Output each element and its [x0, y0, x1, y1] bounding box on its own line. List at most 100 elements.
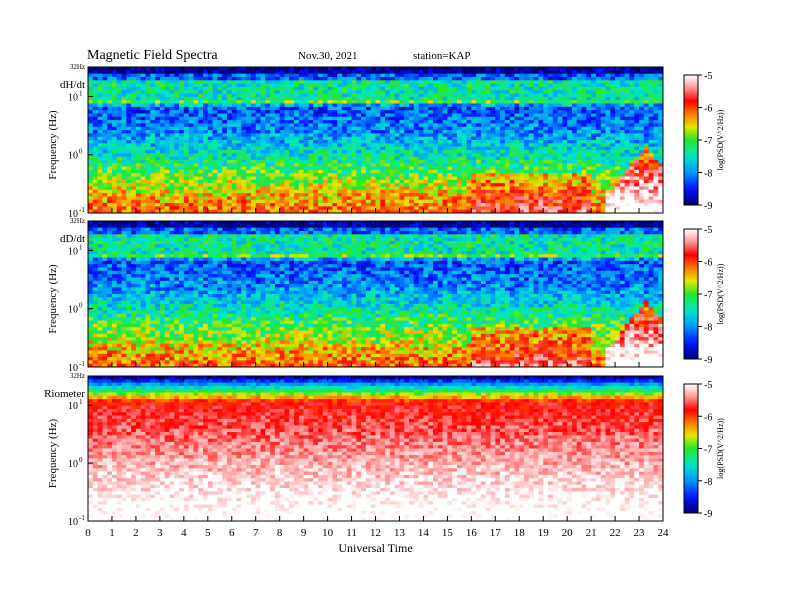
spectrogram-cell	[284, 73, 290, 78]
spectrogram-cell	[111, 153, 118, 157]
spectrogram-cell	[591, 93, 597, 98]
spectrogram-cell	[380, 123, 386, 128]
spectrogram-cell	[193, 126, 199, 131]
spectrogram-cell	[260, 136, 266, 141]
spectrogram-cell	[389, 173, 396, 177]
spectrogram-cell	[557, 143, 563, 148]
spectrogram-cell	[346, 133, 352, 138]
spectrogram-cell	[500, 159, 506, 164]
spectrogram-cell	[524, 67, 530, 71]
spectrogram-cell	[131, 143, 137, 148]
spectrogram-cell	[514, 149, 520, 154]
spectrogram-cell	[236, 93, 242, 98]
spectrogram-cell	[490, 67, 496, 71]
spectrogram-cell	[452, 126, 458, 131]
spectrogram-cell	[389, 169, 396, 174]
spectrogram-cell	[279, 93, 285, 98]
spectrogram-cell	[135, 183, 142, 187]
spectrogram-cell	[318, 123, 324, 128]
spectrogram-cell	[370, 83, 376, 88]
spectrogram-cell	[164, 196, 170, 201]
spectrogram-cell	[528, 159, 535, 164]
spectrogram-cell	[231, 143, 237, 148]
spectrogram-cell	[586, 163, 592, 167]
spectrogram-cell	[361, 96, 367, 101]
spectrogram-cell	[548, 67, 554, 71]
spectrogram-cell	[548, 76, 554, 81]
spectrogram-cell	[504, 120, 511, 124]
spectrogram-cell	[255, 126, 261, 131]
spectrogram-cell	[600, 169, 606, 174]
spectrogram-cell	[586, 86, 592, 91]
spectrogram-cell	[255, 133, 261, 138]
spectrogram-cell	[246, 193, 252, 197]
spectrogram-cell	[131, 153, 137, 157]
spectrogram-cell	[495, 206, 501, 211]
spectrogram-cell	[107, 103, 113, 108]
spectrogram-cell	[476, 90, 482, 94]
spectrogram-cell	[140, 103, 146, 108]
spectrogram-cell	[437, 106, 443, 111]
spectrogram-cell	[294, 189, 300, 194]
spectrogram-cell	[318, 80, 324, 84]
spectrogram-cell	[528, 206, 535, 211]
spectrogram-cell	[514, 153, 520, 157]
spectrogram-cell	[260, 126, 266, 131]
spectrogram-cell	[92, 156, 98, 161]
spectrogram-cell	[370, 199, 376, 204]
spectrogram-cell	[418, 67, 424, 71]
spectrogram-cell	[212, 93, 218, 98]
spectrogram-cell	[466, 67, 472, 71]
spectrogram-cell	[624, 113, 630, 118]
spectrogram-cell	[437, 209, 443, 214]
spectrogram-cell	[629, 93, 635, 98]
spectrogram-cell	[284, 120, 290, 124]
spectrogram-cell	[442, 193, 448, 197]
spectrogram-cell	[423, 136, 429, 141]
spectrogram-cell	[552, 83, 558, 88]
spectrogram-cell	[274, 173, 281, 177]
spectrogram-cell	[250, 183, 257, 187]
spectrogram-cell	[619, 193, 626, 197]
spectrogram-cell	[250, 90, 257, 94]
spectrogram-cell	[567, 103, 573, 108]
spectrogram-cell	[332, 76, 338, 81]
spectrogram-cell	[456, 189, 463, 194]
spectrogram-cell	[356, 133, 362, 138]
spectrogram-cell	[533, 153, 539, 157]
spectrogram-cell	[92, 183, 98, 187]
spectrogram-cell	[260, 193, 266, 197]
spectrogram-cell	[504, 143, 511, 148]
spectrogram-cell	[370, 193, 376, 197]
spectrogram-cell	[222, 143, 228, 148]
spectrogram-cell	[538, 199, 544, 204]
spectrogram-cell	[629, 120, 635, 124]
spectrogram-cell	[298, 199, 305, 204]
spectrogram-cell	[365, 203, 372, 207]
spectrogram-cell	[533, 133, 539, 138]
spectrogram-cell	[624, 156, 630, 161]
spectrogram-cell	[250, 156, 257, 161]
spectrogram-cell	[538, 93, 544, 98]
spectrogram-cell	[212, 166, 218, 171]
spectrogram-cell	[121, 80, 127, 84]
spectrogram-cell	[241, 110, 247, 114]
spectrogram-cell	[131, 193, 137, 197]
spectrogram-cell	[203, 93, 209, 98]
spectrogram-cell	[399, 86, 405, 91]
spectrogram-cell	[524, 76, 530, 81]
spectrogram-cell	[495, 196, 501, 201]
spectrogram-cell	[624, 183, 630, 187]
spectrogram-cell	[375, 199, 381, 204]
spectrogram-cell	[341, 110, 348, 114]
spectrogram-cell	[581, 156, 587, 161]
spectrogram-cell	[600, 130, 606, 134]
spectrogram-cell	[327, 149, 333, 154]
spectrogram-cell	[226, 100, 233, 104]
spectrogram-cell	[337, 159, 343, 164]
spectrogram-cell	[246, 70, 252, 75]
spectrogram-cell	[135, 73, 142, 78]
spectrogram-cell	[476, 100, 482, 104]
spectrogram-cell	[140, 120, 146, 124]
spectrogram-cell	[337, 93, 343, 98]
